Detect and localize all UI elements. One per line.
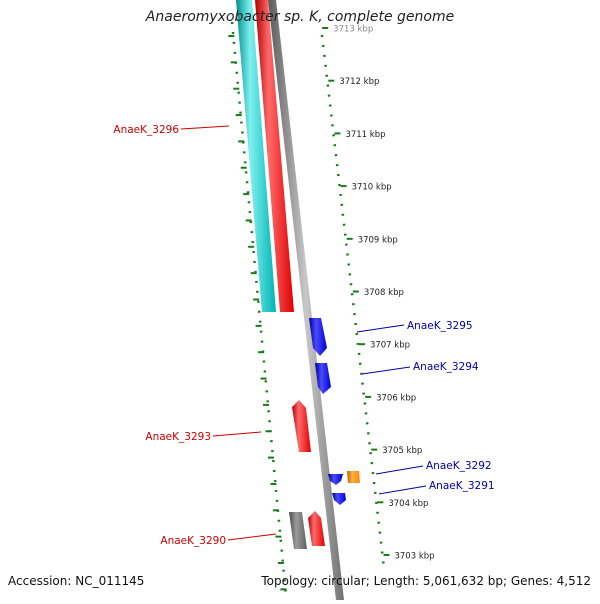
ruler-label: 3709 kbp [358,235,398,245]
gene-label-anaek-3294[interactable]: AnaeK_3294 [413,361,479,373]
gene-anaek-3290[interactable] [308,511,325,546]
gene-anaek-3294[interactable] [315,363,331,394]
gene-grey-other[interactable] [289,512,307,549]
gene-label-anaek-3291[interactable]: AnaeK_3291 [429,480,495,492]
gene-anaek-3296[interactable] [255,0,294,312]
ruler-label: 3711 kbp [345,130,385,140]
genome-title: Anaeromyxobacter sp. K, complete genome [145,9,455,25]
accession-text: Accession: NC_011145 [8,574,145,588]
ruler-label: 3710 kbp [352,183,392,193]
gene-anaek-3293[interactable] [292,400,311,452]
ruler-ticks [322,27,390,556]
gene-anaek-3292[interactable] [347,471,360,483]
ruler-label: 3708 kbp [364,288,404,298]
gene-label-anaek-3290[interactable]: AnaeK_3290 [160,535,226,547]
ruler-label: 3705 kbp [382,446,422,456]
gene-label-anaek-3293[interactable]: AnaeK_3293 [145,431,211,443]
ruler-label: 3704 kbp [388,499,428,509]
leader-line-anaek-3295 [356,324,405,333]
ruler-labels: 3713 kbp 3712 kbp 3711 kbp 3710 kbp 3709 kbp… [333,25,434,562]
genome-summary-text: Topology: circular; Length: 5,061,632 bp… [261,574,591,588]
leader-line-anaek-3290 [227,533,277,541]
genome-backbone [268,0,344,600]
gene-label-anaek-3292[interactable]: AnaeK_3292 [426,460,492,472]
outer-ring-ticks [228,35,287,591]
ruler-label: 3713 kbp [333,25,373,35]
ruler-label: 3706 kbp [376,393,416,403]
gene-label-anaek-3295[interactable]: AnaeK_3295 [407,320,473,332]
ruler-label: 3707 kbp [370,341,410,351]
ruler-label: 3712 kbp [339,77,379,87]
gene-label-anaek-3296[interactable]: AnaeK_3296 [113,124,179,136]
leader-line-anaek-3296 [180,125,230,130]
leader-line-anaek-3292 [375,465,424,475]
outer-dotted-ring [230,21,288,597]
leader-line-anaek-3293 [212,431,262,437]
gene-anaek-3295[interactable] [309,318,327,356]
ruler-label: 3703 kbp [394,552,434,562]
leader-line-anaek-3291 [378,485,427,495]
leader-line-anaek-3294 [361,366,411,375]
gene-anaek-3291[interactable] [332,493,346,505]
cyan-feature-bar[interactable] [236,0,276,312]
gene-blue-small[interactable] [328,474,343,485]
